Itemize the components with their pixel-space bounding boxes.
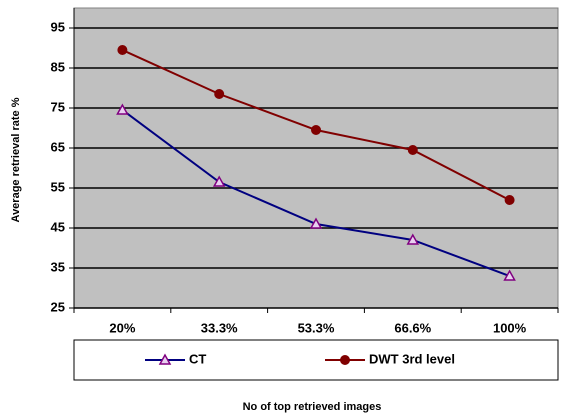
y-tick-label: 75 [51, 99, 65, 114]
data-point [309, 217, 323, 229]
data-point [116, 103, 129, 115]
y-tick-label: 55 [51, 179, 65, 194]
x-tick-label: 100% [493, 320, 527, 335]
x-axis-title: No of top retrieved images [243, 401, 382, 413]
data-point [212, 175, 226, 187]
data-point [214, 89, 225, 99]
legend-label: DWT 3rd level [369, 351, 455, 366]
x-tick-label: 66.6% [394, 320, 431, 335]
y-tick-label: 25 [51, 299, 65, 314]
y-tick-label: 45 [51, 219, 65, 234]
plot-area [73, 7, 559, 309]
data-point [504, 195, 515, 205]
data-point [503, 269, 516, 281]
y-tick-label: 95 [51, 19, 65, 34]
y-tick-label: 65 [51, 139, 65, 154]
data-point [117, 45, 128, 55]
y-tick-label: 35 [51, 259, 65, 274]
data-point [311, 125, 321, 135]
legend-marker [158, 353, 172, 365]
x-tick-label: 33.3% [201, 320, 238, 335]
data-point [407, 145, 418, 155]
legend-label: CT [189, 351, 206, 366]
y-tick-label: 85 [51, 59, 65, 74]
legend-marker [340, 355, 350, 365]
y-axis-title: Average retrieval rate % [10, 97, 22, 222]
data-point [406, 233, 420, 245]
x-tick-label: 20% [109, 320, 135, 335]
x-tick-label: 53.3% [298, 320, 335, 335]
